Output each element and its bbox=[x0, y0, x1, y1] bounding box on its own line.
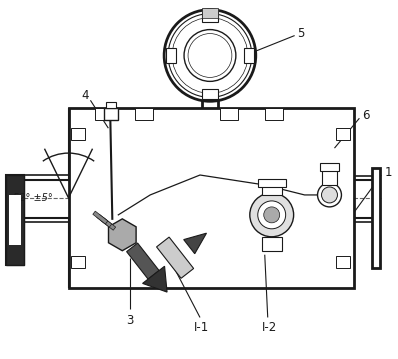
Bar bbox=[188, 75, 232, 83]
Bar bbox=[104, 108, 118, 120]
Bar bbox=[72, 256, 86, 268]
Bar bbox=[202, 11, 218, 22]
Bar bbox=[336, 128, 350, 140]
Bar bbox=[156, 237, 194, 278]
Bar bbox=[68, 108, 354, 288]
Circle shape bbox=[322, 187, 338, 203]
Bar bbox=[9, 195, 21, 245]
Circle shape bbox=[184, 29, 236, 81]
Bar bbox=[258, 179, 286, 187]
Bar bbox=[202, 8, 218, 18]
Text: 1: 1 bbox=[384, 165, 392, 178]
Bar bbox=[207, 78, 213, 83]
Bar bbox=[166, 47, 176, 64]
Bar bbox=[6, 175, 23, 265]
Text: 5: 5 bbox=[298, 27, 305, 40]
Bar bbox=[200, 65, 220, 76]
Bar bbox=[244, 47, 254, 64]
Text: 52° ±5°: 52° ±5° bbox=[13, 193, 53, 203]
Circle shape bbox=[164, 10, 256, 101]
Bar bbox=[135, 108, 153, 120]
Polygon shape bbox=[184, 233, 207, 254]
Text: 3: 3 bbox=[127, 314, 134, 327]
Circle shape bbox=[264, 207, 280, 223]
Bar bbox=[96, 108, 113, 120]
Bar bbox=[322, 167, 338, 185]
Text: 6: 6 bbox=[362, 109, 370, 122]
Bar bbox=[220, 108, 238, 120]
Circle shape bbox=[250, 193, 294, 237]
Bar bbox=[93, 211, 108, 224]
Bar bbox=[127, 243, 159, 279]
Polygon shape bbox=[142, 266, 167, 292]
Circle shape bbox=[318, 183, 341, 207]
Bar bbox=[372, 168, 380, 268]
Bar bbox=[262, 237, 282, 251]
Bar bbox=[336, 256, 350, 268]
Text: 4: 4 bbox=[81, 89, 88, 102]
Bar bbox=[106, 102, 116, 108]
Circle shape bbox=[258, 201, 286, 229]
Bar bbox=[320, 163, 339, 171]
Bar bbox=[182, 82, 238, 92]
Bar bbox=[72, 128, 86, 140]
Bar bbox=[265, 108, 283, 120]
Polygon shape bbox=[109, 219, 136, 251]
Text: I-2: I-2 bbox=[262, 321, 277, 335]
Bar bbox=[97, 214, 112, 227]
Bar bbox=[262, 181, 282, 195]
Bar bbox=[6, 175, 23, 265]
Bar bbox=[101, 217, 116, 230]
Bar bbox=[202, 89, 218, 99]
Text: I-1: I-1 bbox=[194, 321, 210, 335]
